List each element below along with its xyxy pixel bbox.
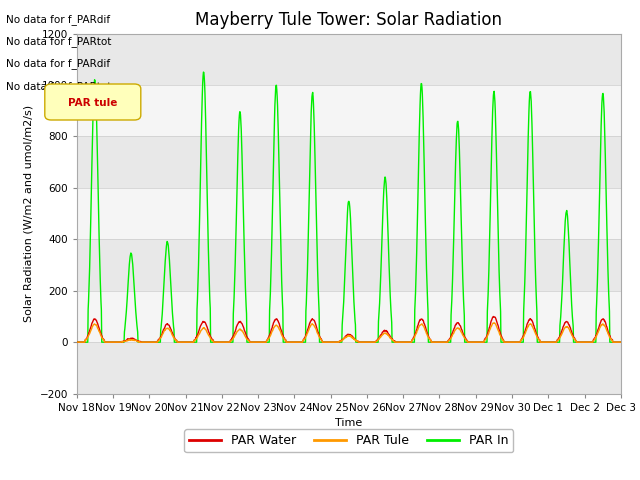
- Bar: [77, 240, 621, 291]
- Text: No data for f_PARtot: No data for f_PARtot: [6, 36, 112, 48]
- Bar: [77, 291, 621, 342]
- X-axis label: Time: Time: [335, 418, 362, 428]
- Bar: [77, 342, 621, 394]
- Bar: [77, 85, 621, 136]
- Text: No data for f_PARtot: No data for f_PARtot: [6, 81, 112, 92]
- Text: No data for f_PARdif: No data for f_PARdif: [6, 14, 111, 25]
- Bar: [77, 188, 621, 240]
- Y-axis label: Solar Radiation (W/m2 and umol/m2/s): Solar Radiation (W/m2 and umol/m2/s): [24, 105, 34, 322]
- Text: No data for f_PARdif: No data for f_PARdif: [6, 59, 111, 70]
- Legend: PAR Water, PAR Tule, PAR In: PAR Water, PAR Tule, PAR In: [184, 429, 513, 452]
- Bar: [77, 136, 621, 188]
- Text: PAR tule: PAR tule: [68, 98, 118, 108]
- Title: Mayberry Tule Tower: Solar Radiation: Mayberry Tule Tower: Solar Radiation: [195, 11, 502, 29]
- Bar: [77, 34, 621, 85]
